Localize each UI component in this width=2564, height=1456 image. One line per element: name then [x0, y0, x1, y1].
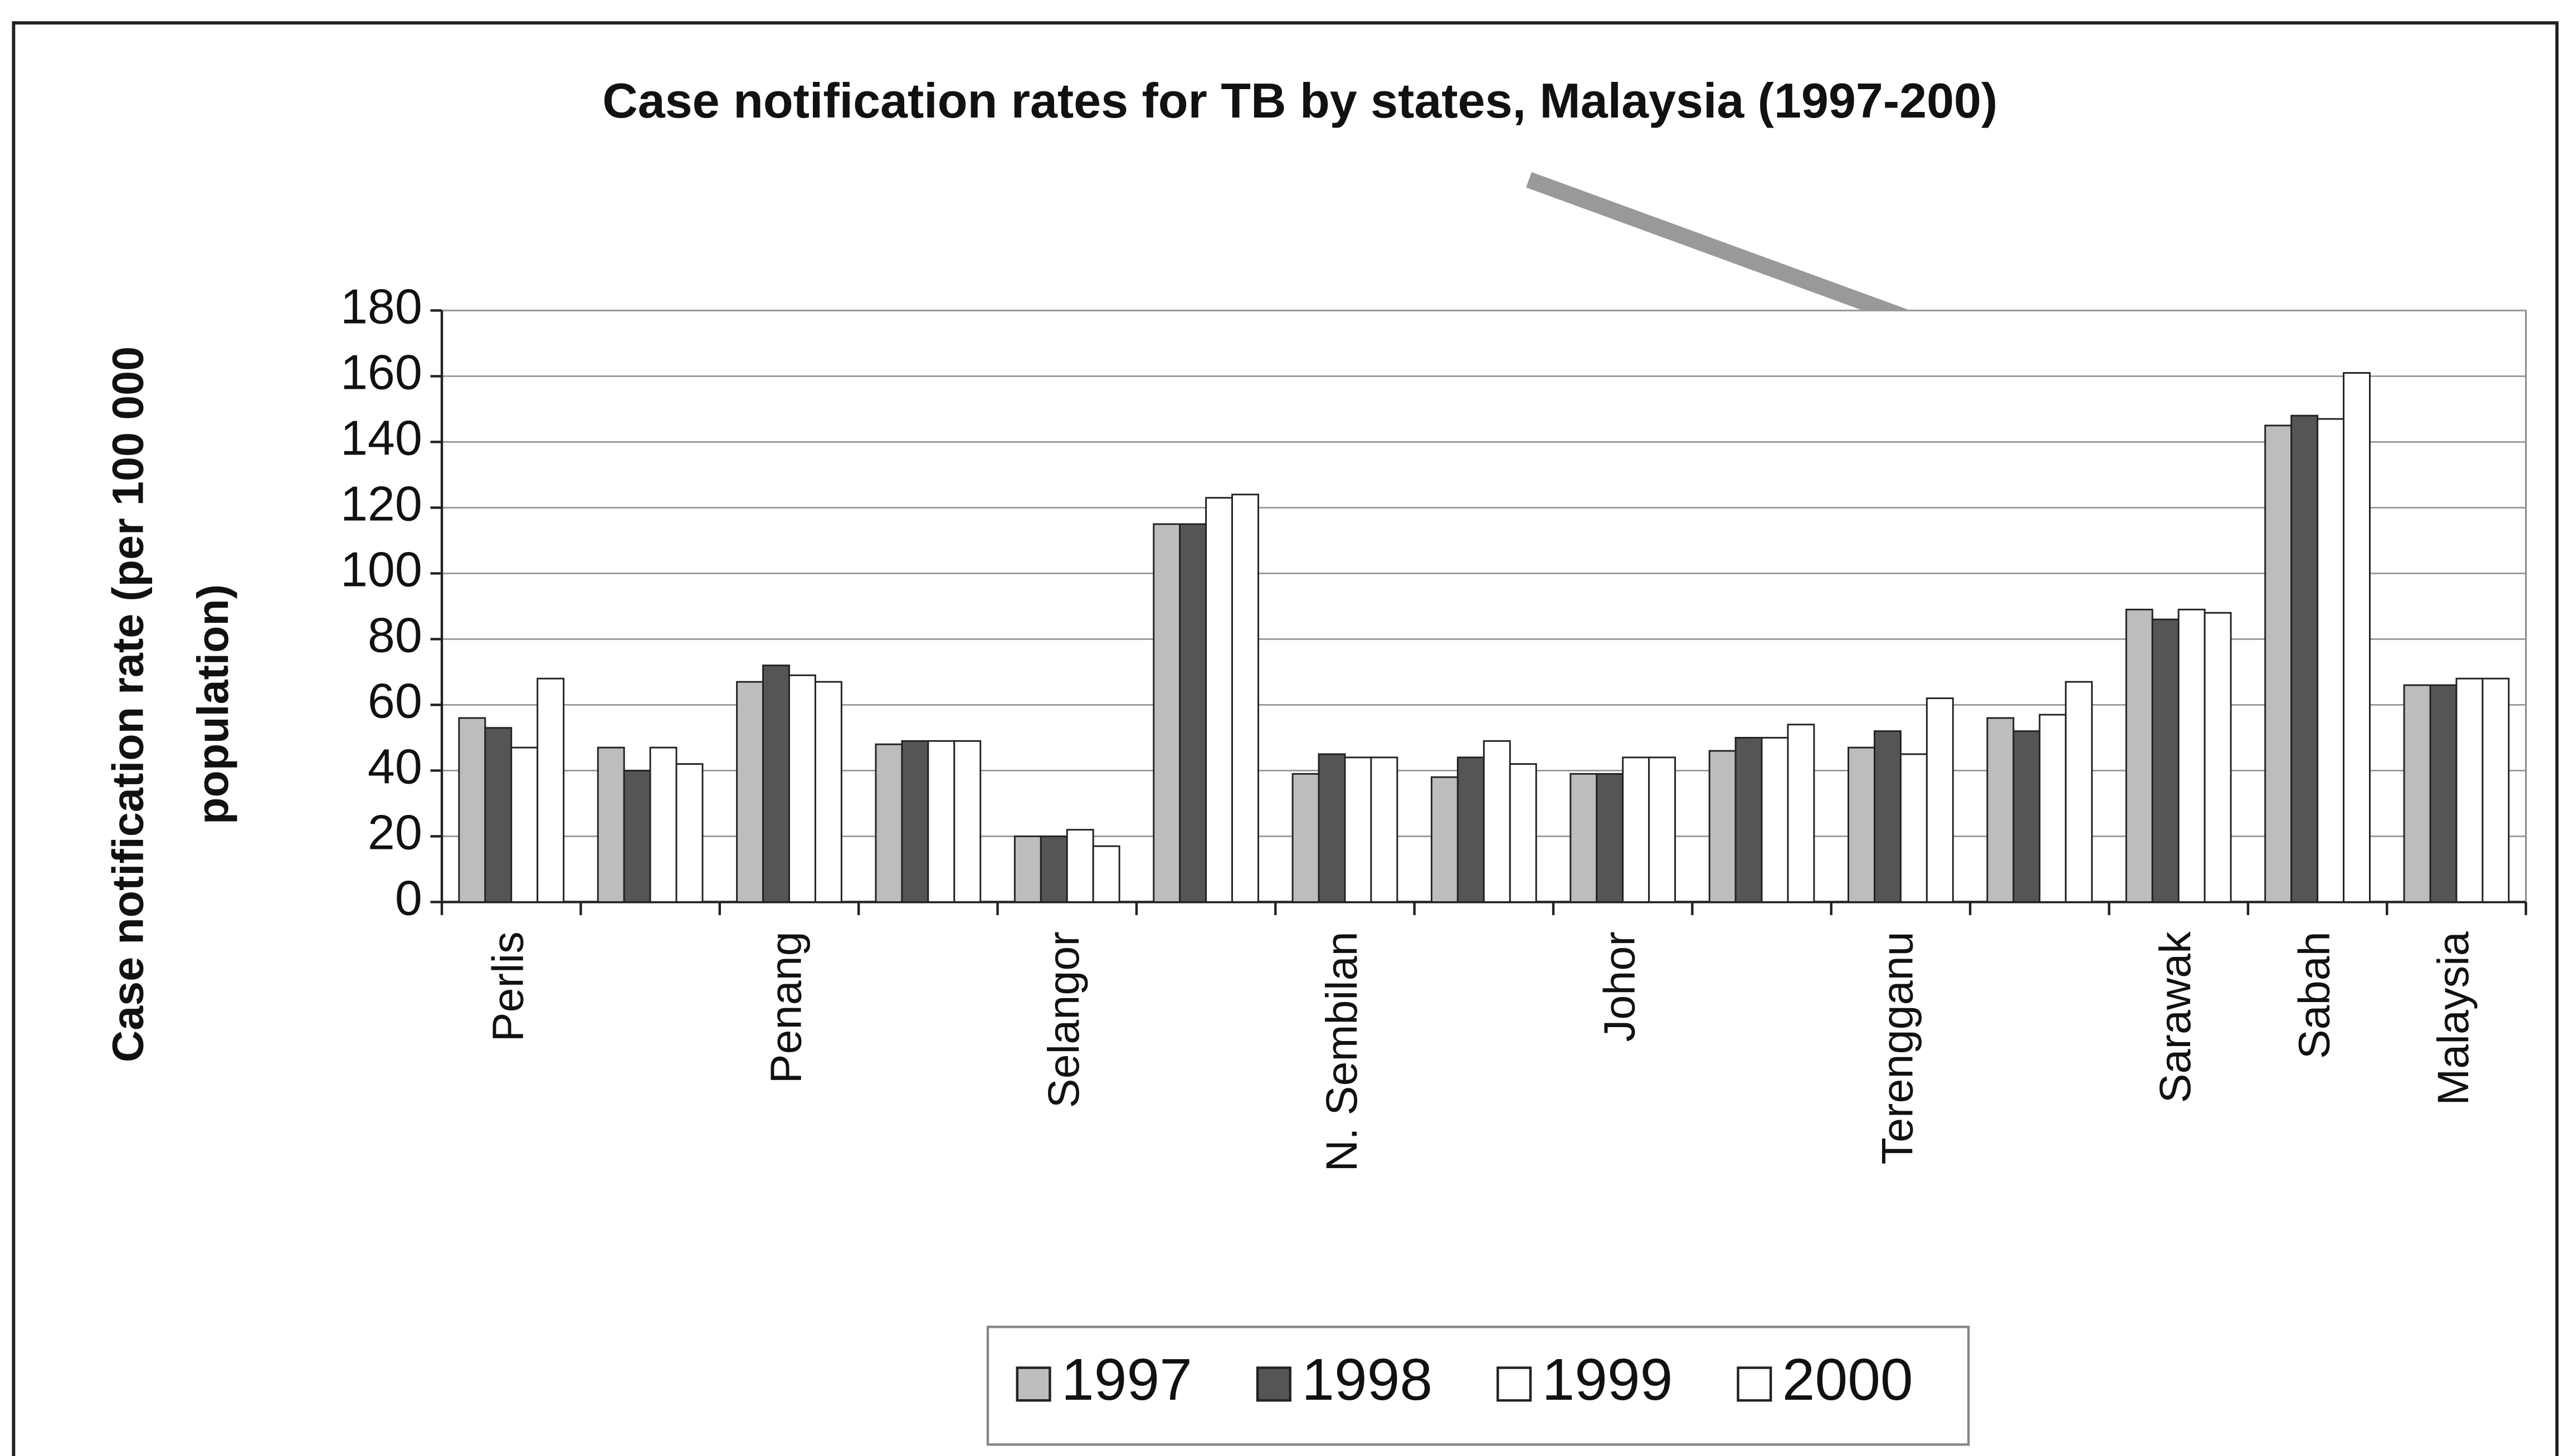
- y-tick-label: 100: [340, 542, 422, 597]
- bar: [814, 681, 842, 903]
- chart-title: Case notification rates for TB by states…: [602, 73, 1997, 128]
- bar: [2455, 677, 2484, 903]
- y-tick-label: 0: [395, 871, 422, 926]
- y-tick-label: 120: [340, 476, 422, 531]
- bar: [2204, 612, 2232, 903]
- bar: [927, 740, 956, 903]
- bar: [1708, 750, 1737, 903]
- bar: [1430, 776, 1459, 903]
- bar: [2125, 608, 2153, 903]
- bar: [1205, 497, 1233, 903]
- legend-label: 1999: [1542, 1347, 1673, 1413]
- y-tick-label: 80: [368, 608, 422, 663]
- bar: [458, 717, 486, 903]
- legend-swatch: [1016, 1366, 1051, 1402]
- bar: [2290, 414, 2319, 903]
- y-axis-label: population): [188, 584, 237, 824]
- legend-label: 1997: [1061, 1347, 1192, 1413]
- legend-swatch: [1497, 1366, 1532, 1402]
- bar: [1848, 746, 1875, 903]
- bar: [1318, 753, 1346, 903]
- legend-swatch: [1256, 1366, 1291, 1402]
- bar: [1153, 523, 1181, 903]
- y-axis-label: Case notification rate (per 100 000: [103, 346, 153, 1062]
- x-tick-label: Malaysia: [2428, 931, 2478, 1105]
- x-tick-label: Sabah: [2289, 931, 2338, 1059]
- bar: [1092, 845, 1120, 903]
- y-tick-label: 40: [368, 739, 422, 794]
- legend-swatch: [1737, 1366, 1772, 1402]
- bar: [597, 746, 625, 903]
- bar: [1231, 494, 1259, 903]
- y-tick-label: 20: [368, 805, 422, 860]
- x-tick-label: Johor: [1595, 931, 1644, 1042]
- bar: [1899, 753, 1928, 903]
- bar: [2264, 424, 2293, 903]
- legend-label: 1998: [1302, 1347, 1432, 1413]
- bar: [1370, 756, 1398, 903]
- bar: [537, 677, 565, 903]
- bar: [736, 681, 764, 903]
- bar: [484, 727, 513, 903]
- bar: [1013, 835, 1042, 903]
- bar: [953, 740, 982, 903]
- bar: [1291, 773, 1320, 903]
- bar: [1986, 717, 2015, 903]
- bar: [1040, 835, 1068, 903]
- x-tick-label: N. Sembilan: [1317, 931, 1366, 1171]
- bar: [875, 743, 903, 903]
- x-tick-label: Terengganu: [1872, 931, 1922, 1164]
- bar: [510, 746, 539, 903]
- bar: [2317, 418, 2344, 903]
- bar: [2343, 372, 2371, 903]
- bar: [1734, 736, 1763, 903]
- legend: 1997 1998 1999 2000: [986, 1326, 1970, 1446]
- bar: [1761, 736, 1789, 903]
- bar: [2429, 684, 2458, 903]
- bar: [2012, 730, 2041, 903]
- bar: [2177, 608, 2206, 903]
- bar: [788, 674, 816, 903]
- bar: [2039, 714, 2067, 903]
- bar: [649, 746, 677, 903]
- bar: [2482, 677, 2510, 903]
- bar: [1456, 756, 1485, 903]
- bar: [1344, 756, 1372, 903]
- bar: [901, 740, 929, 903]
- legend-label: 2000: [1782, 1347, 1913, 1413]
- bar: [1648, 756, 1676, 903]
- bar: [1926, 697, 1954, 903]
- bar: [2151, 618, 2180, 903]
- bar: [623, 769, 651, 903]
- x-tick-label: Selangor: [1039, 931, 1088, 1108]
- bar: [1622, 756, 1650, 903]
- bar: [1596, 773, 1624, 903]
- bar: [2403, 684, 2431, 903]
- bar: [1509, 763, 1537, 903]
- bar: [1787, 724, 1815, 903]
- y-tick-label: 180: [340, 279, 422, 334]
- legend-box: [986, 1326, 1970, 1446]
- x-tick-label: Sarawak: [2150, 931, 2200, 1103]
- bar: [1483, 740, 1511, 903]
- bar: [762, 665, 790, 903]
- bar: [1179, 523, 1207, 903]
- y-tick-label: 160: [340, 345, 422, 400]
- y-tick-label: 60: [368, 673, 422, 729]
- bar: [675, 763, 704, 903]
- x-tick-label: Penang: [761, 931, 810, 1083]
- bar: [2065, 681, 2093, 903]
- bar: [1569, 773, 1598, 903]
- y-tick-label: 140: [340, 411, 422, 466]
- bar: [1066, 829, 1094, 903]
- bar: [1874, 730, 1902, 903]
- x-tick-label: Perlis: [483, 931, 533, 1042]
- frame: [12, 21, 2559, 1456]
